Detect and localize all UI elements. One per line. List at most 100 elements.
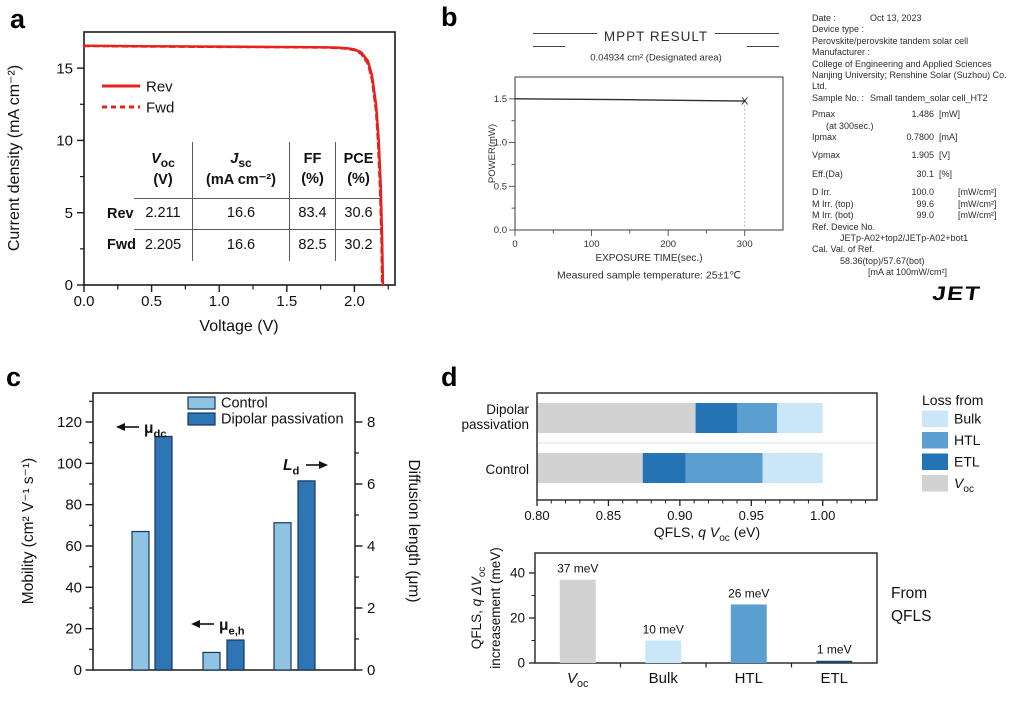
bar-control	[273, 522, 292, 671]
svg-text:Loss from: Loss from	[922, 392, 983, 408]
svg-text:1.00: 1.00	[810, 508, 835, 523]
svg-text:1.0: 1.0	[494, 138, 507, 149]
table-row: Fwd 2.205 16.6 82.5 30.2	[107, 230, 381, 261]
panel-d-label: d	[441, 362, 458, 392]
bar-control	[202, 651, 221, 671]
qfls-stacked-chart: 0.80 0.85 0.90 0.95 1.00 QFLS, q Voc (eV) Dipo…	[461, 392, 878, 544]
info-metric: D Irr. 100.0 [mW/cm²]	[812, 187, 997, 198]
qfls-gain-chart: 0 20 40 37 meV Voc 10 meV Bulk 26 meV HTL 1 meV ET…	[469, 547, 931, 690]
svg-text:37 meV: 37 meV	[557, 562, 598, 576]
svg-text:5: 5	[65, 205, 73, 222]
jv-curve-fwd	[82, 44, 384, 287]
mppt-power-line: X	[514, 96, 748, 230]
info-metric: M Irr. (top) 99.6 [mW/cm²]	[812, 198, 997, 209]
svg-text:increasement (meV): increasement (meV)	[488, 547, 503, 669]
svg-text:Measured sample temperature: 2: Measured sample temperature: 25±1℃	[557, 270, 741, 282]
table-header-cell: Voc (V)	[134, 142, 192, 199]
info-line: (at 300sec.)	[826, 120, 874, 131]
svg-text:0: 0	[74, 662, 82, 679]
table-header-cell: PCE (%)	[335, 142, 381, 199]
stack-segment-htl	[685, 453, 763, 483]
spacer	[812, 180, 1014, 187]
panel-c-label: c	[6, 362, 22, 392]
svg-text:Control: Control	[221, 396, 268, 412]
svg-text:1.5: 1.5	[276, 293, 297, 310]
svg-text:1 meV: 1 meV	[817, 643, 852, 657]
svg-text:2.0: 2.0	[344, 293, 365, 310]
svg-text:HTL: HTL	[735, 670, 763, 687]
svg-text:4: 4	[367, 538, 375, 555]
info-line: Ref. Device No.	[812, 221, 876, 232]
panel-a-metrics-table: Voc (V) Jsc (mA cm⁻²) FF (%) PCE (%) Rev 2.211 16.…	[107, 142, 381, 261]
table-row-label: Fwd	[107, 236, 136, 253]
bar-control	[131, 530, 150, 671]
svg-text:Rev: Rev	[146, 79, 173, 96]
table-cell: 16.6	[192, 230, 289, 261]
svg-text:8: 8	[367, 414, 375, 431]
svg-text:Voc: Voc	[567, 670, 589, 690]
svg-text:40: 40	[65, 579, 82, 596]
gain-bar	[559, 579, 596, 663]
mobility-axes: 0 20 40 60 80 100 120 0 2 4 6 8 Mobility (cm² V⁻¹ s⁻…	[20, 392, 422, 679]
svg-text:0.95: 0.95	[739, 508, 764, 523]
table-cell: 30.6	[335, 199, 381, 230]
svg-text:15: 15	[56, 60, 73, 77]
svg-text:10 meV: 10 meV	[643, 622, 684, 636]
info-line: [mA at 100mW/cm²]	[868, 267, 948, 278]
stack-segment-bulk	[762, 453, 823, 483]
svg-text:MPPT RESULT: MPPT RESULT	[604, 29, 708, 44]
panel-d-qfls-charts: 0.80 0.85 0.90 0.95 1.00 QFLS, q Voc (eV) Dipo…	[461, 392, 983, 690]
svg-text:Bulk: Bulk	[649, 670, 679, 687]
mppt-header: MPPT RESULT 0.04934 cm² (Designated area)	[533, 29, 779, 64]
svg-text:0: 0	[517, 656, 525, 671]
left-arrow-icon	[191, 620, 200, 628]
svg-text:200: 200	[660, 239, 676, 250]
svg-text:100: 100	[584, 239, 600, 250]
table-header-cell: FF (%)	[289, 142, 335, 199]
spacer	[812, 162, 1014, 169]
info-line: Cal. Val. of Ref.	[812, 244, 875, 255]
table-cell: 2.211	[134, 199, 192, 230]
svg-text:120: 120	[57, 414, 82, 431]
svg-text:EXPOSURE TIME(sec.): EXPOSURE TIME(sec.)	[595, 253, 702, 264]
svg-text:HTL: HTL	[954, 432, 981, 448]
svg-text:0.90: 0.90	[667, 508, 692, 523]
legend-swatch-etl	[922, 453, 948, 470]
svg-text:QFLS, q ΔVoc: QFLS, q ΔVoc	[469, 567, 488, 650]
svg-text:100: 100	[57, 455, 82, 472]
jv-legend: Rev Fwd	[102, 79, 174, 117]
svg-text:0: 0	[367, 662, 375, 679]
stack-segment-voc	[537, 453, 643, 483]
legend-swatch-voc	[922, 475, 948, 492]
svg-text:Dipolar passivation: Dipolar passivation	[221, 412, 344, 428]
svg-text:μdc: μdc	[144, 420, 167, 440]
gain-bar	[816, 660, 853, 663]
svg-text:QFLS: QFLS	[891, 608, 931, 625]
svg-text:Voc: Voc	[954, 475, 974, 495]
stack-segment-etl	[695, 403, 737, 433]
svg-text:Current density (mA cm⁻²): Current density (mA cm⁻²)	[6, 65, 23, 251]
svg-text:ETL: ETL	[954, 454, 980, 470]
jet-logo: JET	[930, 283, 983, 306]
panel-b-label: b	[441, 2, 458, 32]
svg-text:QFLS, q Voc (eV): QFLS, q Voc (eV)	[654, 524, 760, 544]
svg-text:1.0: 1.0	[209, 293, 230, 310]
info-metric: Ipmax 0.7800 [mA]	[812, 132, 958, 143]
panel-a-jv-chart: 0.0 0.5 1.0 1.5 2.0 0 5 10 15 Voltage (V) Current …	[6, 31, 396, 335]
info-line: Perovskite/perovskite tandem solar cell	[812, 35, 969, 46]
panel-a-label: a	[10, 4, 26, 34]
svg-text:Control: Control	[485, 462, 529, 477]
svg-text:X: X	[741, 96, 748, 108]
panel-c-mobility-chart: 0 20 40 60 80 100 120 0 2 4 6 8 Mobility (cm² V⁻¹ s⁻…	[20, 392, 422, 679]
bar-passivation	[226, 639, 245, 671]
svg-text:1.5: 1.5	[494, 94, 507, 105]
bar-passivation	[297, 480, 316, 671]
info-line: College of Engineering and Applied Scien…	[812, 58, 992, 69]
legend-swatch-htl	[922, 432, 948, 449]
bar-passivation	[154, 435, 173, 671]
svg-text:26 meV: 26 meV	[728, 586, 769, 600]
info-key-value: Date : Oct 13, 2023	[812, 13, 922, 23]
svg-text:Dipolar: Dipolar	[486, 402, 529, 417]
right-arrow-icon	[319, 461, 328, 469]
